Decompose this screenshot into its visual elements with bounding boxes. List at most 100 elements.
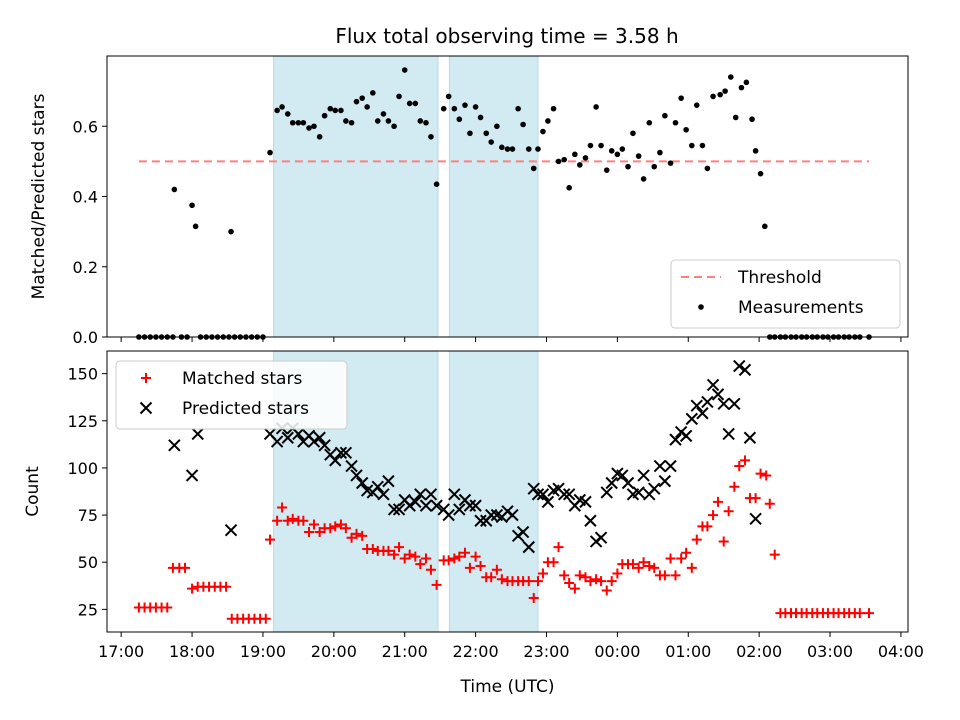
measurement-point <box>274 107 280 114</box>
measurement-point <box>462 102 468 108</box>
measurement-point <box>608 148 615 154</box>
legend-label: Threshold <box>737 268 822 288</box>
measurement-point <box>640 176 647 182</box>
predicted-star-point <box>711 388 725 401</box>
matched-star-point <box>606 576 617 587</box>
bottom-legend: Matched stars Predicted stars <box>115 360 348 430</box>
predicted-star-point <box>355 476 369 490</box>
xtick-label: 00:00 <box>594 642 640 661</box>
predicted-star-point <box>424 488 438 501</box>
matched-star-point <box>532 576 543 587</box>
matched-star-point <box>367 544 378 555</box>
xtick-label: 02:00 <box>736 642 782 661</box>
matched-star-point <box>459 547 470 558</box>
predicted-star-point <box>329 454 342 467</box>
measurement-point <box>228 228 234 235</box>
measurement-point <box>693 102 700 108</box>
matched-star-point <box>389 549 400 560</box>
measurement-point <box>171 186 178 193</box>
bottom-ytick-label: 25 <box>78 600 98 619</box>
matched-star-point <box>591 574 602 585</box>
top-shaded-interval <box>273 55 439 338</box>
matched-star-point <box>585 576 596 587</box>
measurement-point <box>472 104 479 110</box>
predicted-star-point <box>371 480 384 493</box>
top-ytick-label: 0.4 <box>73 188 98 207</box>
measurement-point <box>757 170 764 177</box>
matched-star-point <box>548 557 559 568</box>
matched-star-point <box>676 553 687 564</box>
measurement-point <box>678 95 684 101</box>
matched-star-point <box>221 581 232 592</box>
top-shaded-interval <box>448 55 539 338</box>
measurement-point <box>540 128 546 135</box>
top-panel: 0.0 0.2 0.4 0.6 Matched/Predicted stars Thres… <box>29 55 909 347</box>
predicted-star-point <box>414 488 427 501</box>
predicted-star-point <box>722 427 735 441</box>
matched-star-point <box>681 547 692 558</box>
matched-star-point <box>627 559 638 570</box>
matched-star-point <box>761 470 772 481</box>
matched-star-point <box>308 519 319 530</box>
measurement-point <box>717 91 723 98</box>
top-legend: Threshold Measurements <box>670 259 901 329</box>
matched-star-point <box>601 585 612 596</box>
legend-box <box>670 259 901 329</box>
measurement-point <box>614 151 621 158</box>
matched-star-point <box>404 549 415 560</box>
xtick-label: 03:00 <box>807 642 853 661</box>
predicted-star-point <box>664 459 677 473</box>
measurement-point <box>535 146 541 152</box>
legend-label: Matched stars <box>182 369 302 389</box>
measurement-point <box>525 146 532 152</box>
predicted-star-point <box>536 488 550 501</box>
bottom-ytick-label: 75 <box>78 506 98 525</box>
measurement-point <box>284 111 291 117</box>
matched-star-point <box>665 553 676 564</box>
matched-star-point <box>162 602 173 613</box>
predicted-star-point <box>484 508 498 522</box>
matched-star-point <box>265 534 276 545</box>
predicted-star-point <box>516 525 530 539</box>
measurement-point <box>699 142 706 149</box>
legend-predicted-marker <box>139 401 153 415</box>
measurement-point <box>545 118 551 124</box>
matched-star-point <box>425 564 436 575</box>
matched-star-point <box>272 515 283 526</box>
predicted-star-point <box>616 469 629 482</box>
measurement-point <box>738 84 745 91</box>
bottom-ylabel: Count <box>23 466 43 517</box>
matched-star-point <box>569 583 580 594</box>
matched-star-point <box>454 551 465 562</box>
matched-star-point <box>729 481 740 492</box>
measurement-point <box>732 114 739 121</box>
predicted-star-point <box>728 397 741 411</box>
predicted-star-point <box>318 439 331 452</box>
matched-star-point <box>486 572 497 583</box>
measurement-point <box>428 133 434 140</box>
measurement-point <box>385 118 392 124</box>
matched-star-point <box>691 534 702 545</box>
predicted-star-point <box>594 531 608 544</box>
measurement-point <box>316 133 323 140</box>
predicted-star-point <box>382 474 395 488</box>
matched-star-point <box>708 510 719 521</box>
matched-star-point <box>739 455 750 466</box>
measurement-point <box>683 126 689 133</box>
measurement-point <box>530 165 537 172</box>
xtick-label: 19:00 <box>240 642 286 661</box>
matched-star-point <box>718 536 729 547</box>
measurement-point <box>710 93 716 100</box>
bottom-ytick-label: 125 <box>67 412 98 431</box>
predicted-star-point <box>637 469 650 482</box>
measurement-point <box>593 104 599 110</box>
predicted-star-point <box>281 431 294 444</box>
measurement-point <box>300 119 307 126</box>
predicted-star-point <box>334 446 348 460</box>
measurement-point <box>672 119 679 126</box>
measurement-point <box>456 116 463 123</box>
predicted-star-point <box>313 431 326 444</box>
matched-star-point <box>431 579 442 590</box>
measurement-point <box>646 119 653 126</box>
